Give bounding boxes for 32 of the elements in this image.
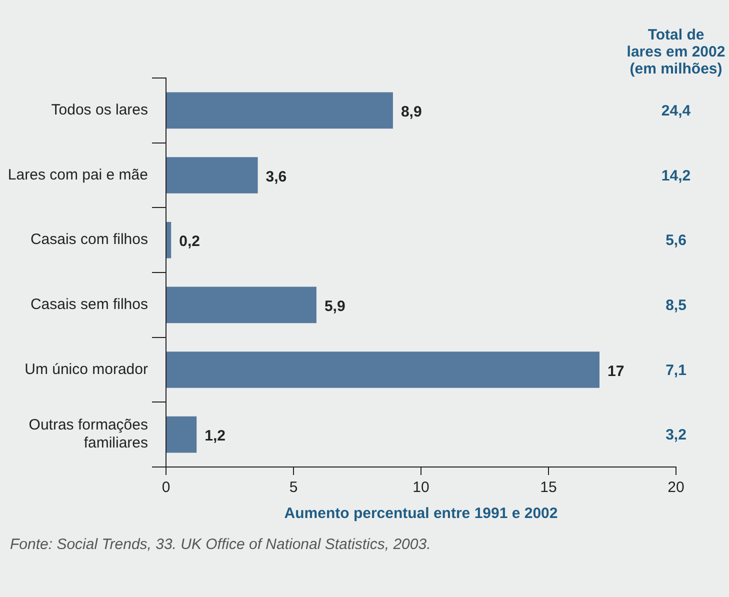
y-tick-label: Outras formações familiares: [28, 416, 148, 452]
annotation: Total de lares em 2002 (em milhões): [626, 26, 726, 78]
y-tick-label: Um único morador: [24, 360, 148, 378]
annotation: 8,5: [666, 297, 686, 314]
annotation: 24,4: [661, 102, 692, 120]
x-tick-label: 15: [540, 479, 557, 496]
y-tick-label: Casais com filhos: [30, 231, 148, 248]
bar: [166, 222, 172, 258]
bar: [166, 416, 197, 453]
data-label: 3,6: [266, 168, 287, 186]
x-axis-title: Aumento percentual entre 1991 e 2002: [284, 505, 558, 522]
y-tick-label: Todos os lares: [51, 102, 148, 119]
data-label: 0,2: [179, 233, 200, 250]
data-label: 5,9: [324, 298, 346, 316]
annotation: 14,2: [661, 167, 691, 184]
annotation: 7,1: [666, 362, 686, 379]
bar: [166, 157, 258, 194]
y-tick-label: Casais sem filhos: [30, 296, 148, 314]
bar: [166, 286, 316, 324]
data-label: 17: [608, 362, 624, 380]
x-tick-label: 10: [412, 479, 430, 496]
annotation: 5,6: [666, 232, 686, 250]
bar: [166, 352, 600, 388]
x-tick-label: 0: [162, 479, 170, 496]
data-label: 8,9: [400, 104, 422, 121]
x-tick-label: 5: [289, 479, 298, 496]
source-note: Fonte: Social Trends, 33. UK Office of National Statistics, 2003.: [10, 536, 431, 554]
annotation: 3,2: [666, 426, 686, 444]
data-label: 1,2: [204, 428, 226, 445]
y-tick-label: Lares com pai e mãe: [8, 166, 148, 184]
bar: [166, 92, 393, 129]
x-tick-label: 20: [668, 479, 684, 496]
